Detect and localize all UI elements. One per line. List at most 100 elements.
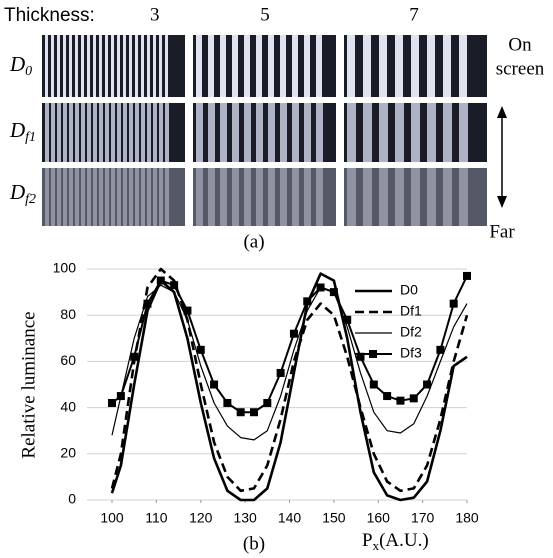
- stripe: [292, 35, 298, 97]
- stripe: [57, 103, 61, 162]
- series-marker: [436, 345, 445, 354]
- row-label-sub: 0: [25, 64, 32, 79]
- x-tick-label: 160: [367, 510, 391, 526]
- stripe: [99, 35, 102, 97]
- stripe: [63, 168, 67, 226]
- stripe: [363, 35, 371, 97]
- series-marker: [183, 306, 192, 315]
- row-label: D0: [9, 52, 32, 79]
- stripe: [99, 103, 103, 162]
- x-tick-label: 130: [233, 510, 257, 526]
- stripe: [51, 103, 55, 162]
- stripe: [379, 103, 388, 162]
- stripe: [459, 35, 467, 97]
- row-label: Df1: [9, 118, 36, 145]
- row-label-main: D: [9, 118, 25, 142]
- stripe: [57, 35, 60, 97]
- y-tick-label: 40: [60, 398, 76, 414]
- stripe: [93, 168, 97, 226]
- stripe: [75, 168, 79, 226]
- stripe: [141, 168, 145, 226]
- x-tick-label: 140: [278, 510, 302, 526]
- stripe: [69, 103, 73, 162]
- x-label-suffix: (A.U.): [379, 530, 429, 551]
- series-marker: [116, 392, 125, 401]
- stripe: [411, 168, 420, 226]
- series-line: [111, 275, 468, 414]
- stripe: [141, 103, 145, 162]
- stripe: [51, 168, 55, 226]
- far-label: Far: [489, 221, 515, 242]
- stripe: [153, 35, 156, 97]
- stripe: [220, 103, 227, 162]
- stripe: [411, 103, 420, 162]
- stripe: [292, 168, 299, 226]
- stripe: [395, 35, 403, 97]
- stripe: [99, 168, 103, 226]
- stripe: [347, 35, 355, 97]
- series-marker: [383, 392, 392, 401]
- stripe: [316, 35, 322, 97]
- legend-label: D0: [400, 282, 418, 298]
- stripe: [153, 103, 157, 162]
- series-marker: [356, 352, 365, 361]
- stripe: [69, 35, 72, 97]
- stripe: [196, 35, 202, 97]
- stripe: [129, 35, 132, 97]
- stripe: [111, 103, 115, 162]
- series-marker: [250, 408, 258, 417]
- legend-marker: [369, 350, 377, 358]
- stripe: [105, 103, 109, 162]
- x-tick-label: 100: [100, 510, 124, 526]
- stripe: [395, 103, 404, 162]
- photo-grid: [42, 35, 487, 226]
- stripe: [292, 103, 299, 162]
- stripe: [268, 168, 275, 226]
- stripe: [129, 168, 133, 226]
- thickness-value: 3: [150, 4, 160, 25]
- stripe: [280, 103, 287, 162]
- y-axis-label: Relative luminance: [18, 311, 39, 458]
- stripe: [256, 168, 263, 226]
- row-label-sub: f1: [25, 130, 36, 145]
- stripe: [459, 168, 468, 226]
- series-marker: [303, 297, 312, 306]
- stripe: [316, 103, 323, 162]
- stripe: [105, 168, 109, 226]
- x-tick-label: 170: [411, 510, 435, 526]
- stripe: [111, 168, 115, 226]
- stripe: [443, 35, 451, 97]
- stripe: [69, 168, 73, 226]
- stripe: [443, 168, 452, 226]
- stripe: [63, 35, 66, 97]
- caption: (a): [243, 231, 264, 252]
- plot: 0 20 40 60 80 100 100 110 120 130 140 150 160 170 180 D…: [53, 260, 479, 526]
- x-tick-label: 120: [189, 510, 213, 526]
- series-marker: [130, 352, 139, 361]
- stripe: [105, 35, 108, 97]
- stripe: [379, 168, 388, 226]
- stripe: [232, 35, 238, 97]
- stripe: [304, 35, 310, 97]
- thickness-value: 7: [409, 4, 419, 25]
- stripe: [411, 35, 419, 97]
- stripe: [117, 35, 120, 97]
- x-tick-label: 110: [145, 510, 168, 526]
- stripe: [63, 103, 67, 162]
- stripe: [123, 103, 127, 162]
- legend-label: Df1: [400, 303, 422, 319]
- stripe: [165, 168, 169, 226]
- stripe: [159, 103, 163, 162]
- row-label: Df2: [9, 180, 36, 207]
- y-tick-label: 20: [60, 445, 76, 461]
- series-marker: [223, 398, 232, 407]
- stripe: [87, 103, 91, 162]
- stripe: [51, 35, 54, 97]
- stripe: [347, 103, 356, 162]
- stripe: [208, 103, 215, 162]
- photo-noise: [193, 168, 336, 226]
- series-marker: [423, 380, 432, 389]
- stripe: [232, 103, 239, 162]
- stripe: [427, 168, 436, 226]
- stripe: [81, 103, 85, 162]
